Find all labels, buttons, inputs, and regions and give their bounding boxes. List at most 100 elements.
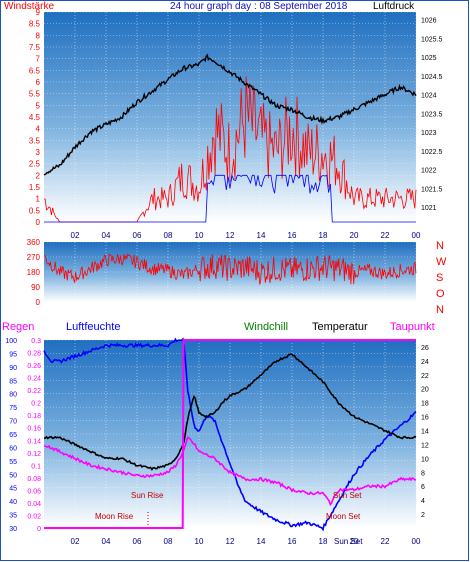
pressure-tick-label: 1021 [421, 205, 437, 212]
x-tick-label: 02 [71, 537, 80, 546]
wind-tick-label: 8 [36, 31, 41, 40]
rain-tick-label: 0.22 [27, 388, 41, 395]
dewpoint-series-line [43, 436, 417, 507]
wind-tick-label: 7 [36, 55, 41, 64]
rain-series-line [44, 339, 416, 529]
pressure-tick-label: 1024 [421, 93, 437, 100]
x-tick-label: 16 [288, 537, 297, 546]
humidity-tick-label: 30 [9, 526, 17, 533]
wind-tick-label: 5 [36, 101, 41, 110]
pressure-tick-label: 1025.5 [421, 36, 443, 43]
direction-tick-label: 360 [27, 238, 41, 247]
temperature-tick-label: 6 [421, 484, 425, 491]
direction-tick-label: 180 [27, 268, 41, 277]
wind-axis-title: Windstärke [4, 1, 54, 12]
pressure-series-line [43, 53, 417, 176]
wind-tick-label: 5.5 [29, 90, 41, 99]
x-tick-label: 14 [257, 231, 266, 240]
humidity-tick-label: 80 [9, 392, 17, 399]
x-tick-label: 00 [412, 537, 421, 546]
rain-tick-label: 0.04 [27, 501, 41, 508]
compass-label: W [436, 256, 447, 268]
pressure-tick-label: 1022.5 [421, 149, 443, 156]
x-tick-label: 20 [350, 537, 359, 546]
x-tick-label: 02 [71, 231, 80, 240]
compass-label: N [436, 240, 444, 252]
x-tick-label: 00 [412, 231, 421, 240]
x-tick-label: 16 [288, 231, 297, 240]
temperature-tick-label: 24 [421, 359, 429, 366]
rain-tick-label: 0 [37, 526, 41, 533]
rain-tick-label: 0.26 [27, 363, 41, 370]
temperature-tick-label: 16 [421, 415, 429, 422]
rain-ticks: 0 0.02 0.04 0.06 0.08 0.1 0.12 0.14 0.16 0.18 0.2 0… [27, 338, 41, 533]
x-tick-label: 06 [133, 537, 142, 546]
wind-tick-label: 4 [36, 125, 41, 134]
x-tick-label: 06 [133, 231, 142, 240]
humidity-ticks: 30 35 40 45 50 55 60 65 70 75 80 85 90 95 100 [5, 338, 17, 533]
rain-tick-label: 0.24 [27, 376, 41, 383]
humidity-tick-label: 90 [9, 365, 17, 372]
x-tick-label: 10 [195, 231, 204, 240]
temperature-legend: Temperatur [312, 321, 368, 333]
humidity-tick-label: 75 [9, 405, 17, 412]
direction-tick-label: 0 [36, 298, 41, 307]
wind-tick-label: 3 [36, 148, 41, 157]
temperature-tick-label: 8 [421, 470, 425, 477]
x-tick-label: 20 [350, 231, 359, 240]
rain-tick-label: 0.14 [27, 438, 41, 445]
x-tick-label: 22 [381, 537, 390, 546]
wind-tick-label: 2 [36, 171, 41, 180]
pressure-tick-label: 1026 [421, 18, 437, 25]
x-tick-label: 10 [195, 537, 204, 546]
humidity-tick-label: 65 [9, 432, 17, 439]
x-tick-label: 14 [257, 537, 266, 546]
lower-x-ticks: 02 04 06 08 10 12 14 16 18 20 22 00 [71, 537, 421, 546]
rain-axis-title: Regen [2, 321, 34, 333]
rain-tick-label: 0.08 [27, 476, 41, 483]
wind-tick-label: 2.5 [29, 160, 41, 169]
graph-title: 24 hour graph day : 08 September 2018 [170, 1, 348, 12]
direction-tick-label: 270 [27, 253, 41, 262]
moon-rise-label: Moon Rise [95, 512, 134, 521]
wind-tick-label: 6.5 [29, 66, 41, 75]
x-tick-label: 22 [381, 231, 390, 240]
rain-tick-label: 0.2 [31, 401, 41, 408]
wind-tick-label: 0 [36, 218, 41, 227]
temperature-tick-label: 14 [421, 429, 429, 436]
humidity-tick-label: 85 [9, 378, 17, 385]
rain-tick-label: 0.12 [27, 451, 41, 458]
temperature-tick-label: 12 [421, 442, 429, 449]
windchill-legend: Windchill [244, 321, 288, 333]
rain-tick-label: 0.3 [31, 338, 41, 345]
x-tick-label: 08 [164, 231, 173, 240]
pressure-ticks: 1021 1021.5 1022 1022.5 1023 1023.5 1024 1024.5… [421, 18, 443, 213]
direction-tick-label: 90 [31, 283, 40, 292]
wind-tick-label: 8.5 [29, 20, 41, 29]
humidity-tick-label: 55 [9, 459, 17, 466]
wind-tick-label: 6 [36, 78, 41, 87]
x-tick-label: 12 [226, 537, 235, 546]
x-tick-label: 18 [319, 537, 328, 546]
x-tick-label: 04 [102, 231, 111, 240]
humidity-tick-label: 50 [9, 472, 17, 479]
pressure-tick-label: 1023 [421, 130, 437, 137]
x-tick-label: 04 [102, 537, 111, 546]
rain-tick-label: 0.18 [27, 413, 41, 420]
humidity-tick-label: 35 [9, 513, 17, 520]
humidity-series-line [43, 337, 417, 532]
compass-label: S [436, 272, 443, 284]
humidity-tick-label: 70 [9, 419, 17, 426]
x-tick-label: 12 [226, 231, 235, 240]
wind-tick-label: 0.5 [29, 206, 41, 215]
temperature-tick-label: 20 [421, 387, 429, 394]
temperature-tick-label: 22 [421, 373, 429, 380]
wind-direction-line [43, 253, 417, 285]
humidity-tick-label: 95 [9, 351, 17, 358]
pressure-tick-label: 1021.5 [421, 186, 443, 193]
rain-tick-label: 0.02 [27, 513, 41, 520]
temperature-tick-label: 26 [421, 345, 429, 352]
humidity-tick-label: 45 [9, 486, 17, 493]
